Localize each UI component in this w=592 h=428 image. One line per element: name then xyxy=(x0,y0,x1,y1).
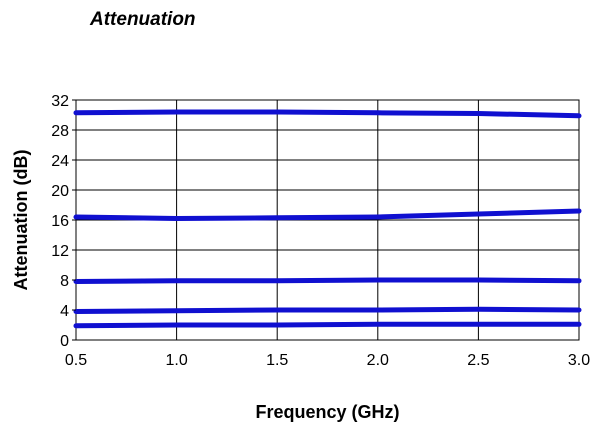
y-tick-labels: 0 4 8 12 16 20 24 28 32 xyxy=(51,93,76,350)
y-tick-label: 28 xyxy=(51,123,69,140)
x-tick-label: 2.5 xyxy=(467,352,489,369)
chart-title: Attenuation xyxy=(90,9,196,30)
x-tick-label: 1.0 xyxy=(165,352,187,369)
series-line-5 xyxy=(73,321,582,329)
y-tick-label: 0 xyxy=(60,333,69,350)
y-tick-label: 24 xyxy=(51,153,69,170)
x-tick-labels: 0.5 1.0 1.5 2.0 2.5 3.0 xyxy=(65,352,590,369)
y-axis-title: Attenuation (dB) xyxy=(11,150,31,291)
y-tick-label: 8 xyxy=(60,273,69,290)
y-tick-label: 20 xyxy=(51,183,69,200)
x-axis-title: Frequency (GHz) xyxy=(255,402,399,422)
series-line-4 xyxy=(73,306,582,314)
series-lines xyxy=(73,109,582,329)
series-line-3 xyxy=(73,277,582,284)
x-tick-label: 1.5 xyxy=(266,352,288,369)
series-line-2 xyxy=(73,208,582,221)
x-tick-label: 0.5 xyxy=(65,352,87,369)
x-tick-label: 2.0 xyxy=(367,352,389,369)
y-tick-label: 32 xyxy=(51,93,69,110)
x-tick-label: 3.0 xyxy=(568,352,590,369)
series-line-1 xyxy=(73,109,582,119)
y-tick-label: 16 xyxy=(51,213,69,230)
y-tick-label: 4 xyxy=(60,303,69,320)
y-tick-label: 12 xyxy=(51,243,69,260)
